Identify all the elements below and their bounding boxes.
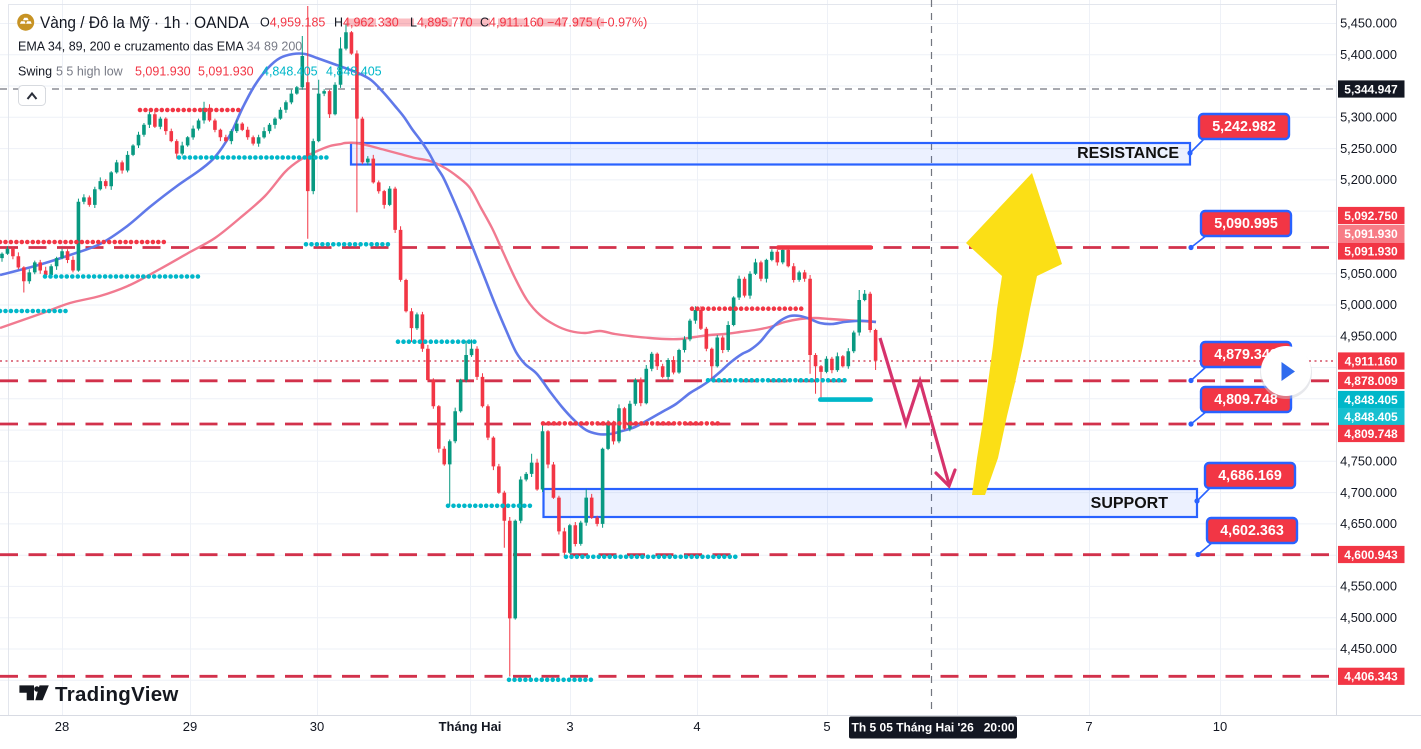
svg-text:4,602.363: 4,602.363: [1220, 523, 1284, 539]
svg-text:29: 29: [183, 719, 197, 734]
svg-text:4: 4: [693, 719, 700, 734]
svg-text:4,848.405: 4,848.405: [326, 65, 382, 79]
svg-text:L4,895.770: L4,895.770: [410, 16, 473, 30]
svg-text:SUPPORT: SUPPORT: [1091, 495, 1169, 512]
svg-text:5,090.995: 5,090.995: [1214, 216, 1278, 232]
svg-text:4,848.405: 4,848.405: [262, 65, 318, 79]
svg-text:28: 28: [55, 719, 69, 734]
svg-text:4,809.748: 4,809.748: [1344, 427, 1398, 441]
svg-text:5,091.930: 5,091.930: [1344, 244, 1398, 258]
svg-text:5,092.750: 5,092.750: [1344, 209, 1398, 223]
svg-text:4,686.169: 4,686.169: [1218, 468, 1282, 484]
svg-text:4,750.000: 4,750.000: [1340, 454, 1397, 469]
svg-text:EMA 34, 89, 200 e cruzamento d: EMA 34, 89, 200 e cruzamento das EMA 34 …: [18, 40, 302, 54]
svg-text:4,450.000: 4,450.000: [1340, 641, 1397, 656]
svg-text:4,879.349: 4,879.349: [1214, 347, 1278, 363]
svg-text:5,000.000: 5,000.000: [1340, 297, 1397, 312]
svg-text:5,091.930: 5,091.930: [198, 65, 254, 79]
svg-text:10: 10: [1213, 719, 1227, 734]
svg-text:C4,911.160 −47.975 (−0.97%): C4,911.160 −47.975 (−0.97%): [480, 16, 647, 30]
svg-text:4,600.943: 4,600.943: [1344, 548, 1398, 562]
svg-text:4,848.405: 4,848.405: [1344, 393, 1398, 407]
svg-text:5,300.000: 5,300.000: [1340, 110, 1397, 125]
svg-text:4,406.343: 4,406.343: [1344, 670, 1398, 684]
svg-text:H4,962.330: H4,962.330: [334, 16, 399, 30]
svg-text:30: 30: [310, 719, 324, 734]
svg-text:5,242.982: 5,242.982: [1212, 119, 1276, 135]
svg-text:5 5 high low: 5 5 high low: [56, 65, 124, 79]
svg-text:5,050.000: 5,050.000: [1340, 266, 1397, 281]
svg-text:TradingView: TradingView: [55, 683, 179, 706]
svg-text:5,450.000: 5,450.000: [1340, 16, 1397, 31]
svg-text:5,200.000: 5,200.000: [1340, 172, 1397, 187]
svg-text:4,848.405: 4,848.405: [1344, 410, 1398, 424]
svg-text:RESISTANCE: RESISTANCE: [1077, 145, 1179, 162]
svg-text:Tháng Hai: Tháng Hai: [439, 719, 502, 734]
svg-text:4,809.748: 4,809.748: [1214, 392, 1278, 408]
svg-text:O4,959.185: O4,959.185: [260, 16, 325, 30]
svg-text:4,911.160: 4,911.160: [1345, 354, 1398, 368]
svg-text:4,700.000: 4,700.000: [1340, 485, 1397, 500]
svg-text:4,550.000: 4,550.000: [1340, 579, 1397, 594]
svg-text:Th 5 05 Tháng Hai '26 20:00: Th 5 05 Tháng Hai '26 20:00: [852, 721, 1015, 735]
svg-text:Swing: Swing: [18, 65, 52, 79]
svg-text:4,500.000: 4,500.000: [1340, 610, 1397, 625]
svg-text:4,950.000: 4,950.000: [1340, 328, 1397, 343]
svg-text:5,250.000: 5,250.000: [1340, 141, 1397, 156]
svg-text:Vàng / Đô la Mỹ · 1h · OANDA: Vàng / Đô la Mỹ · 1h · OANDA: [40, 13, 250, 32]
svg-text:5,091.930: 5,091.930: [1344, 227, 1398, 241]
svg-text:4,650.000: 4,650.000: [1340, 516, 1397, 531]
svg-text:5,400.000: 5,400.000: [1340, 47, 1397, 62]
svg-text:5: 5: [823, 719, 830, 734]
svg-text:3: 3: [566, 719, 573, 734]
svg-text:5,091.930: 5,091.930: [135, 65, 191, 79]
svg-text:7: 7: [1085, 719, 1092, 734]
svg-text:5,344.947: 5,344.947: [1344, 82, 1398, 96]
svg-text:4,878.009: 4,878.009: [1344, 374, 1398, 388]
